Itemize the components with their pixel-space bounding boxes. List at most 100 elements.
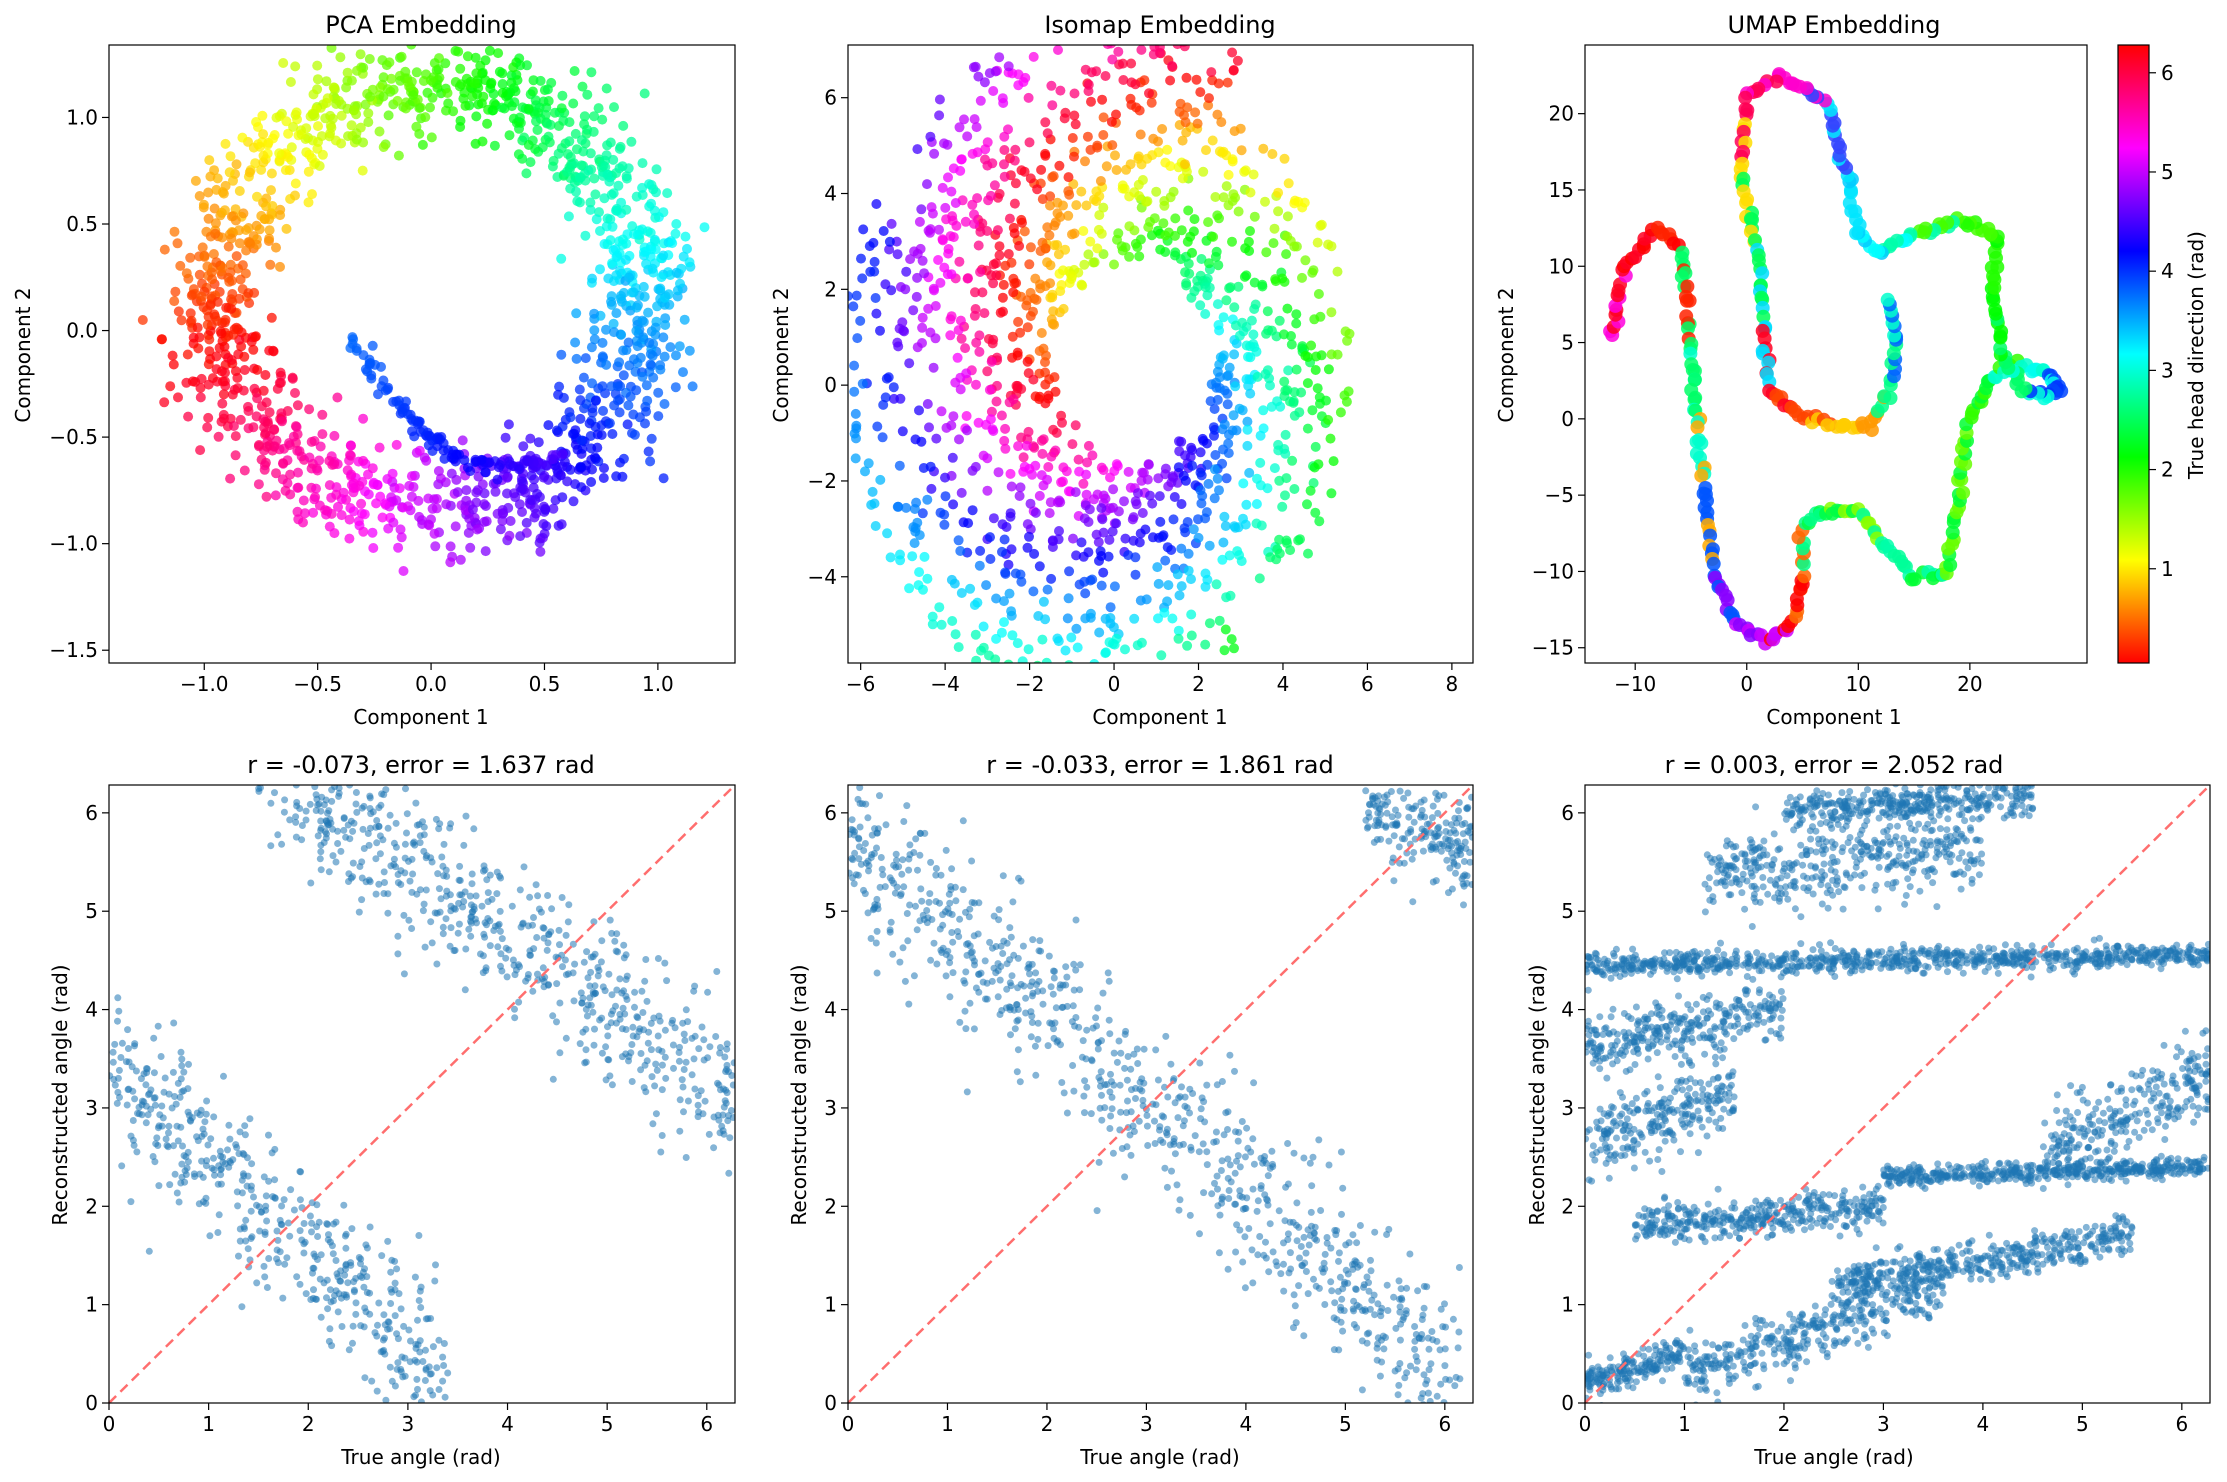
data-point — [375, 822, 383, 830]
data-point — [671, 350, 681, 361]
data-point — [611, 308, 622, 319]
data-point — [1317, 1207, 1325, 1214]
data-point — [330, 135, 341, 146]
data-point — [330, 1297, 337, 1305]
data-point — [623, 972, 631, 980]
data-point — [1229, 643, 1239, 654]
data-point — [645, 227, 656, 238]
data-point — [1181, 278, 1192, 289]
data-point — [469, 908, 477, 916]
data-point — [1064, 660, 1074, 663]
data-point — [614, 407, 625, 418]
data-point — [210, 218, 221, 229]
data-point — [1280, 490, 1290, 501]
data-point — [955, 546, 966, 556]
data-point — [1214, 1185, 1221, 1193]
data-point — [886, 285, 897, 296]
data-point — [334, 827, 342, 835]
data-point — [199, 1198, 207, 1206]
data-point — [253, 1201, 260, 1209]
data-point — [1225, 282, 1236, 293]
data-point — [332, 858, 340, 866]
data-point — [129, 1117, 137, 1124]
data-point — [948, 232, 959, 243]
data-point — [997, 519, 1008, 530]
data-point — [241, 1122, 249, 1130]
data-point — [973, 240, 984, 251]
data-point — [927, 619, 938, 630]
data-point — [912, 835, 920, 843]
data-point — [1272, 396, 1283, 407]
data-point — [217, 187, 228, 198]
data-point — [914, 866, 921, 874]
data-point — [1290, 1149, 1298, 1157]
data-point — [307, 879, 315, 887]
data-point — [928, 283, 939, 294]
data-point — [632, 341, 643, 352]
data-point — [496, 907, 504, 915]
data-point — [1248, 329, 1259, 340]
data-point — [1000, 423, 1011, 434]
data-point — [1053, 249, 1064, 260]
data-point — [266, 185, 276, 196]
data-point — [1189, 214, 1200, 225]
data-point — [445, 541, 456, 552]
data-point — [1218, 146, 1229, 157]
data-point — [262, 1206, 270, 1214]
y-tick-label: 5 — [85, 899, 98, 923]
data-point — [1052, 240, 1063, 250]
data-point — [1123, 466, 1134, 477]
data-point — [1108, 1105, 1116, 1113]
data-point — [302, 807, 310, 815]
data-point — [936, 619, 947, 630]
data-point — [340, 826, 348, 834]
y-tick-label: 15 — [1549, 178, 1574, 202]
data-point — [1221, 592, 1232, 603]
data-point — [510, 961, 518, 969]
data-point — [177, 1048, 185, 1056]
data-point — [584, 974, 592, 982]
data-point — [431, 1277, 439, 1285]
data-point — [504, 456, 515, 467]
data-point — [1098, 202, 1109, 213]
data-point — [653, 411, 664, 422]
data-point — [346, 480, 357, 490]
data-point — [404, 81, 415, 92]
data-point — [353, 516, 364, 527]
data-point — [214, 1229, 222, 1236]
data-point — [1291, 1302, 1299, 1310]
data-point — [955, 165, 966, 176]
data-point — [942, 972, 950, 980]
data-point — [1010, 144, 1021, 155]
data-point — [235, 1150, 243, 1158]
data-point — [182, 349, 193, 360]
data-point — [617, 161, 628, 172]
x-tick-label: 20 — [1957, 672, 1982, 696]
data-point — [461, 495, 472, 506]
data-point — [590, 421, 601, 432]
data-point — [682, 1058, 690, 1066]
data-point — [1323, 364, 1334, 375]
data-point — [1204, 93, 1214, 104]
data-point — [1037, 634, 1048, 645]
data-point — [226, 275, 237, 286]
data-point — [1006, 481, 1017, 492]
data-point — [1083, 86, 1094, 97]
data-point — [1234, 1152, 1242, 1160]
data-point — [1302, 499, 1312, 510]
data-point — [277, 474, 288, 485]
data-point — [1024, 259, 1035, 270]
data-point — [925, 227, 935, 238]
data-point — [602, 239, 613, 250]
data-point — [662, 188, 673, 199]
data-point — [213, 431, 224, 442]
data-point — [422, 1315, 430, 1323]
data-point — [142, 1081, 150, 1089]
data-point — [480, 75, 491, 86]
data-point — [323, 1294, 330, 1302]
data-point — [969, 114, 980, 125]
data-point — [562, 476, 573, 487]
data-point — [534, 892, 542, 900]
data-point — [427, 446, 438, 456]
